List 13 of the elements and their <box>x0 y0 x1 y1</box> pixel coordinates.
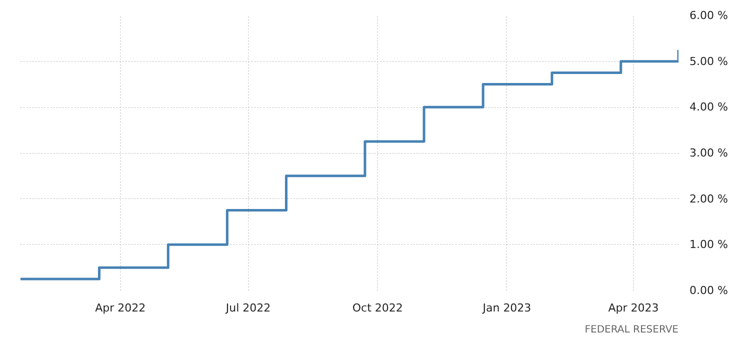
text: FEDERAL RESERVE <box>584 324 679 336</box>
y-tick-label: 4.00 % <box>690 100 728 114</box>
y-tick-label: 5.00 % <box>690 54 728 68</box>
x-tick-label: Jul 2022 <box>224 302 271 314</box>
x-tick-label: Apr 2023 <box>608 302 659 314</box>
y-tick-label: 0.00 % <box>690 284 728 297</box>
y-tick-label: 6.00 % <box>690 9 728 22</box>
y-tick-label: 1.00 % <box>690 238 728 252</box>
y-tick-label: 2.00 % <box>690 192 728 206</box>
y-tick-label: 3.00 % <box>690 146 728 160</box>
x-tick-label: Oct 2022 <box>352 302 403 314</box>
x-tick-label: Apr 2022 <box>95 302 146 314</box>
x-tick-label: Jan 2023 <box>482 302 532 314</box>
